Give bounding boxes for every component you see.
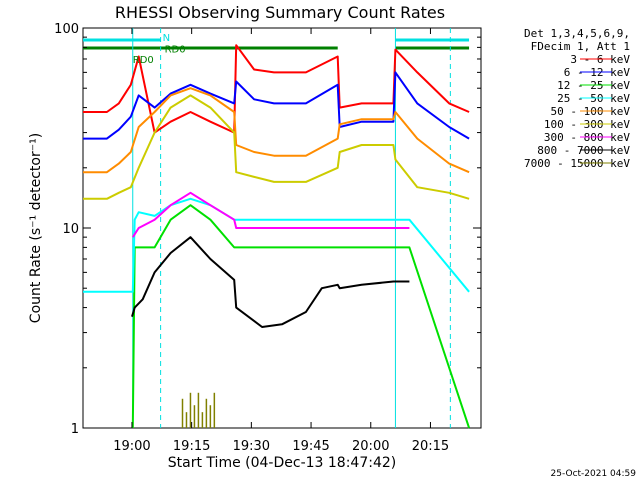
x-tick-label: 20:00 [352,439,389,454]
series-6-12-kev-line [83,71,470,140]
chart-title: RHESSI Observing Summary Count Rates [115,3,445,22]
legend-header: FDecim 1, Att 1 [531,40,630,53]
flag-annotation: RD0 [165,44,186,55]
flag-annotation: N [163,33,170,44]
y-tick-label: 100 [54,22,79,37]
x-tick-label: 19:15 [173,439,210,454]
series-300-800-kev-line [131,191,410,238]
y-tick-label: 10 [62,222,79,237]
x-tick-label: 20:15 [412,439,449,454]
legend-entry: 7000 - 15000 keV [524,157,630,170]
flag-bars [83,38,470,50]
series-50-100-kev-line [83,87,470,174]
legend: Det 1,3,4,5,6,9,FDecim 1, Att 13 - 6 keV… [524,27,630,170]
y-tick-label: 1 [71,422,79,437]
legend-header: Det 1,3,4,5,6,9, [524,27,630,40]
series-12-25-kev-line [131,204,471,429]
x-tick-label: 19:00 [113,439,150,454]
y-axis-label: Count Rate (s⁻¹ detector⁻¹) [28,133,44,323]
series-25-50-kev-line [83,197,470,293]
series-100-300-kev-line [83,94,470,200]
x-axis-label: Start Time (04-Dec-13 18:47:42) [168,455,396,471]
x-tick-label: 19:45 [292,439,329,454]
series-lines [83,44,471,429]
series-800-7000-kev-line [131,236,410,328]
flag-annotation: RD0 [133,55,154,66]
timestamp: 25-Oct-2021 04:59 [551,469,637,479]
axis-ticks: 19:00 19:15 19:30 19:45 20:00 20:15 1 10 100 [54,22,481,454]
x-tick-label: 19:30 [233,439,270,454]
